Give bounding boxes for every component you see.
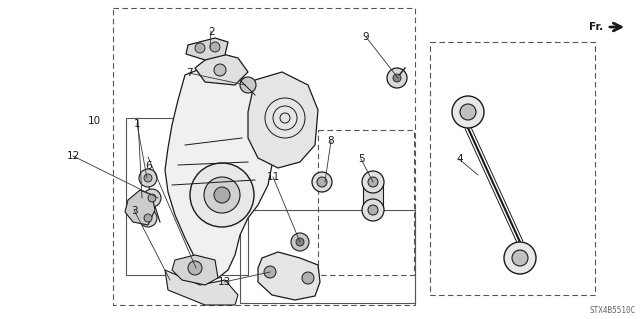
Circle shape xyxy=(188,261,202,275)
Circle shape xyxy=(148,194,156,202)
Polygon shape xyxy=(165,270,238,305)
Circle shape xyxy=(139,169,157,187)
Bar xyxy=(430,42,595,295)
Text: 4: 4 xyxy=(456,154,463,164)
Text: 12: 12 xyxy=(67,151,80,161)
Circle shape xyxy=(204,177,240,213)
Circle shape xyxy=(143,189,161,207)
Text: 11: 11 xyxy=(267,172,280,182)
Circle shape xyxy=(362,171,384,193)
Text: 13: 13 xyxy=(218,277,230,287)
Circle shape xyxy=(460,104,476,120)
Circle shape xyxy=(210,42,220,52)
Polygon shape xyxy=(195,52,248,85)
Circle shape xyxy=(368,177,378,187)
Text: 3: 3 xyxy=(131,205,138,216)
Text: 1: 1 xyxy=(134,119,141,129)
Circle shape xyxy=(195,43,205,53)
Circle shape xyxy=(504,242,536,274)
Text: Fr.: Fr. xyxy=(589,22,603,32)
Bar xyxy=(126,118,248,275)
Circle shape xyxy=(214,64,226,76)
Circle shape xyxy=(393,74,401,82)
Circle shape xyxy=(190,163,254,227)
Circle shape xyxy=(312,172,332,192)
Polygon shape xyxy=(363,182,383,210)
Circle shape xyxy=(317,177,327,187)
Circle shape xyxy=(512,250,528,266)
Text: 9: 9 xyxy=(363,32,369,42)
Circle shape xyxy=(296,238,304,246)
Circle shape xyxy=(368,205,378,215)
Circle shape xyxy=(144,174,152,182)
Circle shape xyxy=(144,214,152,222)
Polygon shape xyxy=(165,65,275,278)
Circle shape xyxy=(362,199,384,221)
Circle shape xyxy=(264,266,276,278)
Bar xyxy=(113,8,415,305)
Polygon shape xyxy=(258,252,320,300)
Bar xyxy=(240,210,415,303)
Text: 7: 7 xyxy=(186,68,193,78)
Polygon shape xyxy=(186,38,228,60)
Circle shape xyxy=(139,209,157,227)
Circle shape xyxy=(387,68,407,88)
Circle shape xyxy=(240,77,256,93)
Polygon shape xyxy=(248,72,318,168)
Circle shape xyxy=(302,272,314,284)
Text: 5: 5 xyxy=(358,154,365,164)
Text: 8: 8 xyxy=(328,136,334,146)
Polygon shape xyxy=(125,190,155,225)
Text: 6: 6 xyxy=(145,161,152,171)
Text: STX4B5510C: STX4B5510C xyxy=(589,306,636,315)
Circle shape xyxy=(452,96,484,128)
Polygon shape xyxy=(172,255,218,285)
Circle shape xyxy=(291,233,309,251)
Bar xyxy=(318,130,414,275)
Text: 2: 2 xyxy=(208,27,214,37)
Circle shape xyxy=(214,187,230,203)
Text: 10: 10 xyxy=(88,115,101,126)
